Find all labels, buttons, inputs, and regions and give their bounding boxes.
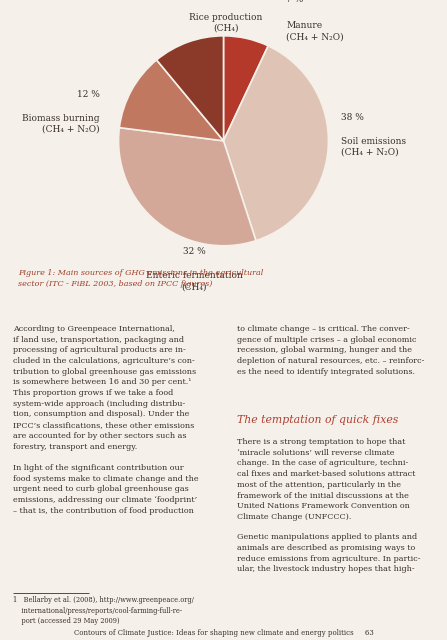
Text: According to Greenpeace International,
if land use, transportation, packaging an: According to Greenpeace International, i… xyxy=(13,325,197,451)
Wedge shape xyxy=(224,46,329,241)
Wedge shape xyxy=(119,60,224,141)
Text: 7 %: 7 % xyxy=(287,0,304,4)
Text: Soil emissions
(CH₄ + N₂O): Soil emissions (CH₄ + N₂O) xyxy=(341,136,406,157)
Text: Figure 1: Main sources of GHG emissions in the agricultural
sector (ITC - FiBL 2: Figure 1: Main sources of GHG emissions … xyxy=(18,269,263,287)
Wedge shape xyxy=(118,127,256,246)
Text: 32 %: 32 % xyxy=(183,247,206,256)
Text: The temptation of quick fixes: The temptation of quick fixes xyxy=(237,415,398,426)
Text: to climate change – is critical. The conver-
gence of multiple crises – a global: to climate change – is critical. The con… xyxy=(237,325,424,376)
Text: Contours of Climate Justice: Ideas for shaping new climate and energy politics  : Contours of Climate Justice: Ideas for s… xyxy=(74,629,373,637)
Text: Rice production
(CH₄): Rice production (CH₄) xyxy=(189,13,262,33)
Wedge shape xyxy=(224,36,268,141)
Text: 12 %: 12 % xyxy=(77,90,100,99)
Text: Enteric fermentation
(CH₄): Enteric fermentation (CH₄) xyxy=(146,271,243,291)
Text: Genetic manipulations applied to plants and
animals are described as promising w: Genetic manipulations applied to plants … xyxy=(237,533,421,573)
Text: Biomass burning
(CH₄ + N₂O): Biomass burning (CH₄ + N₂O) xyxy=(22,113,100,134)
Text: Manure
(CH₄ + N₂O): Manure (CH₄ + N₂O) xyxy=(287,21,344,41)
Text: In light of the significant contribution our
food systems make to climate change: In light of the significant contribution… xyxy=(13,464,199,515)
Text: 1   Bellarby et al. (2008), http://www.greenpeace.org/
    international/press/r: 1 Bellarby et al. (2008), http://www.gre… xyxy=(13,596,194,625)
Text: There is a strong temptation to hope that
‘miracle solutions’ will reverse clima: There is a strong temptation to hope tha… xyxy=(237,438,415,521)
Wedge shape xyxy=(156,36,224,141)
Text: 38 %: 38 % xyxy=(341,113,364,122)
